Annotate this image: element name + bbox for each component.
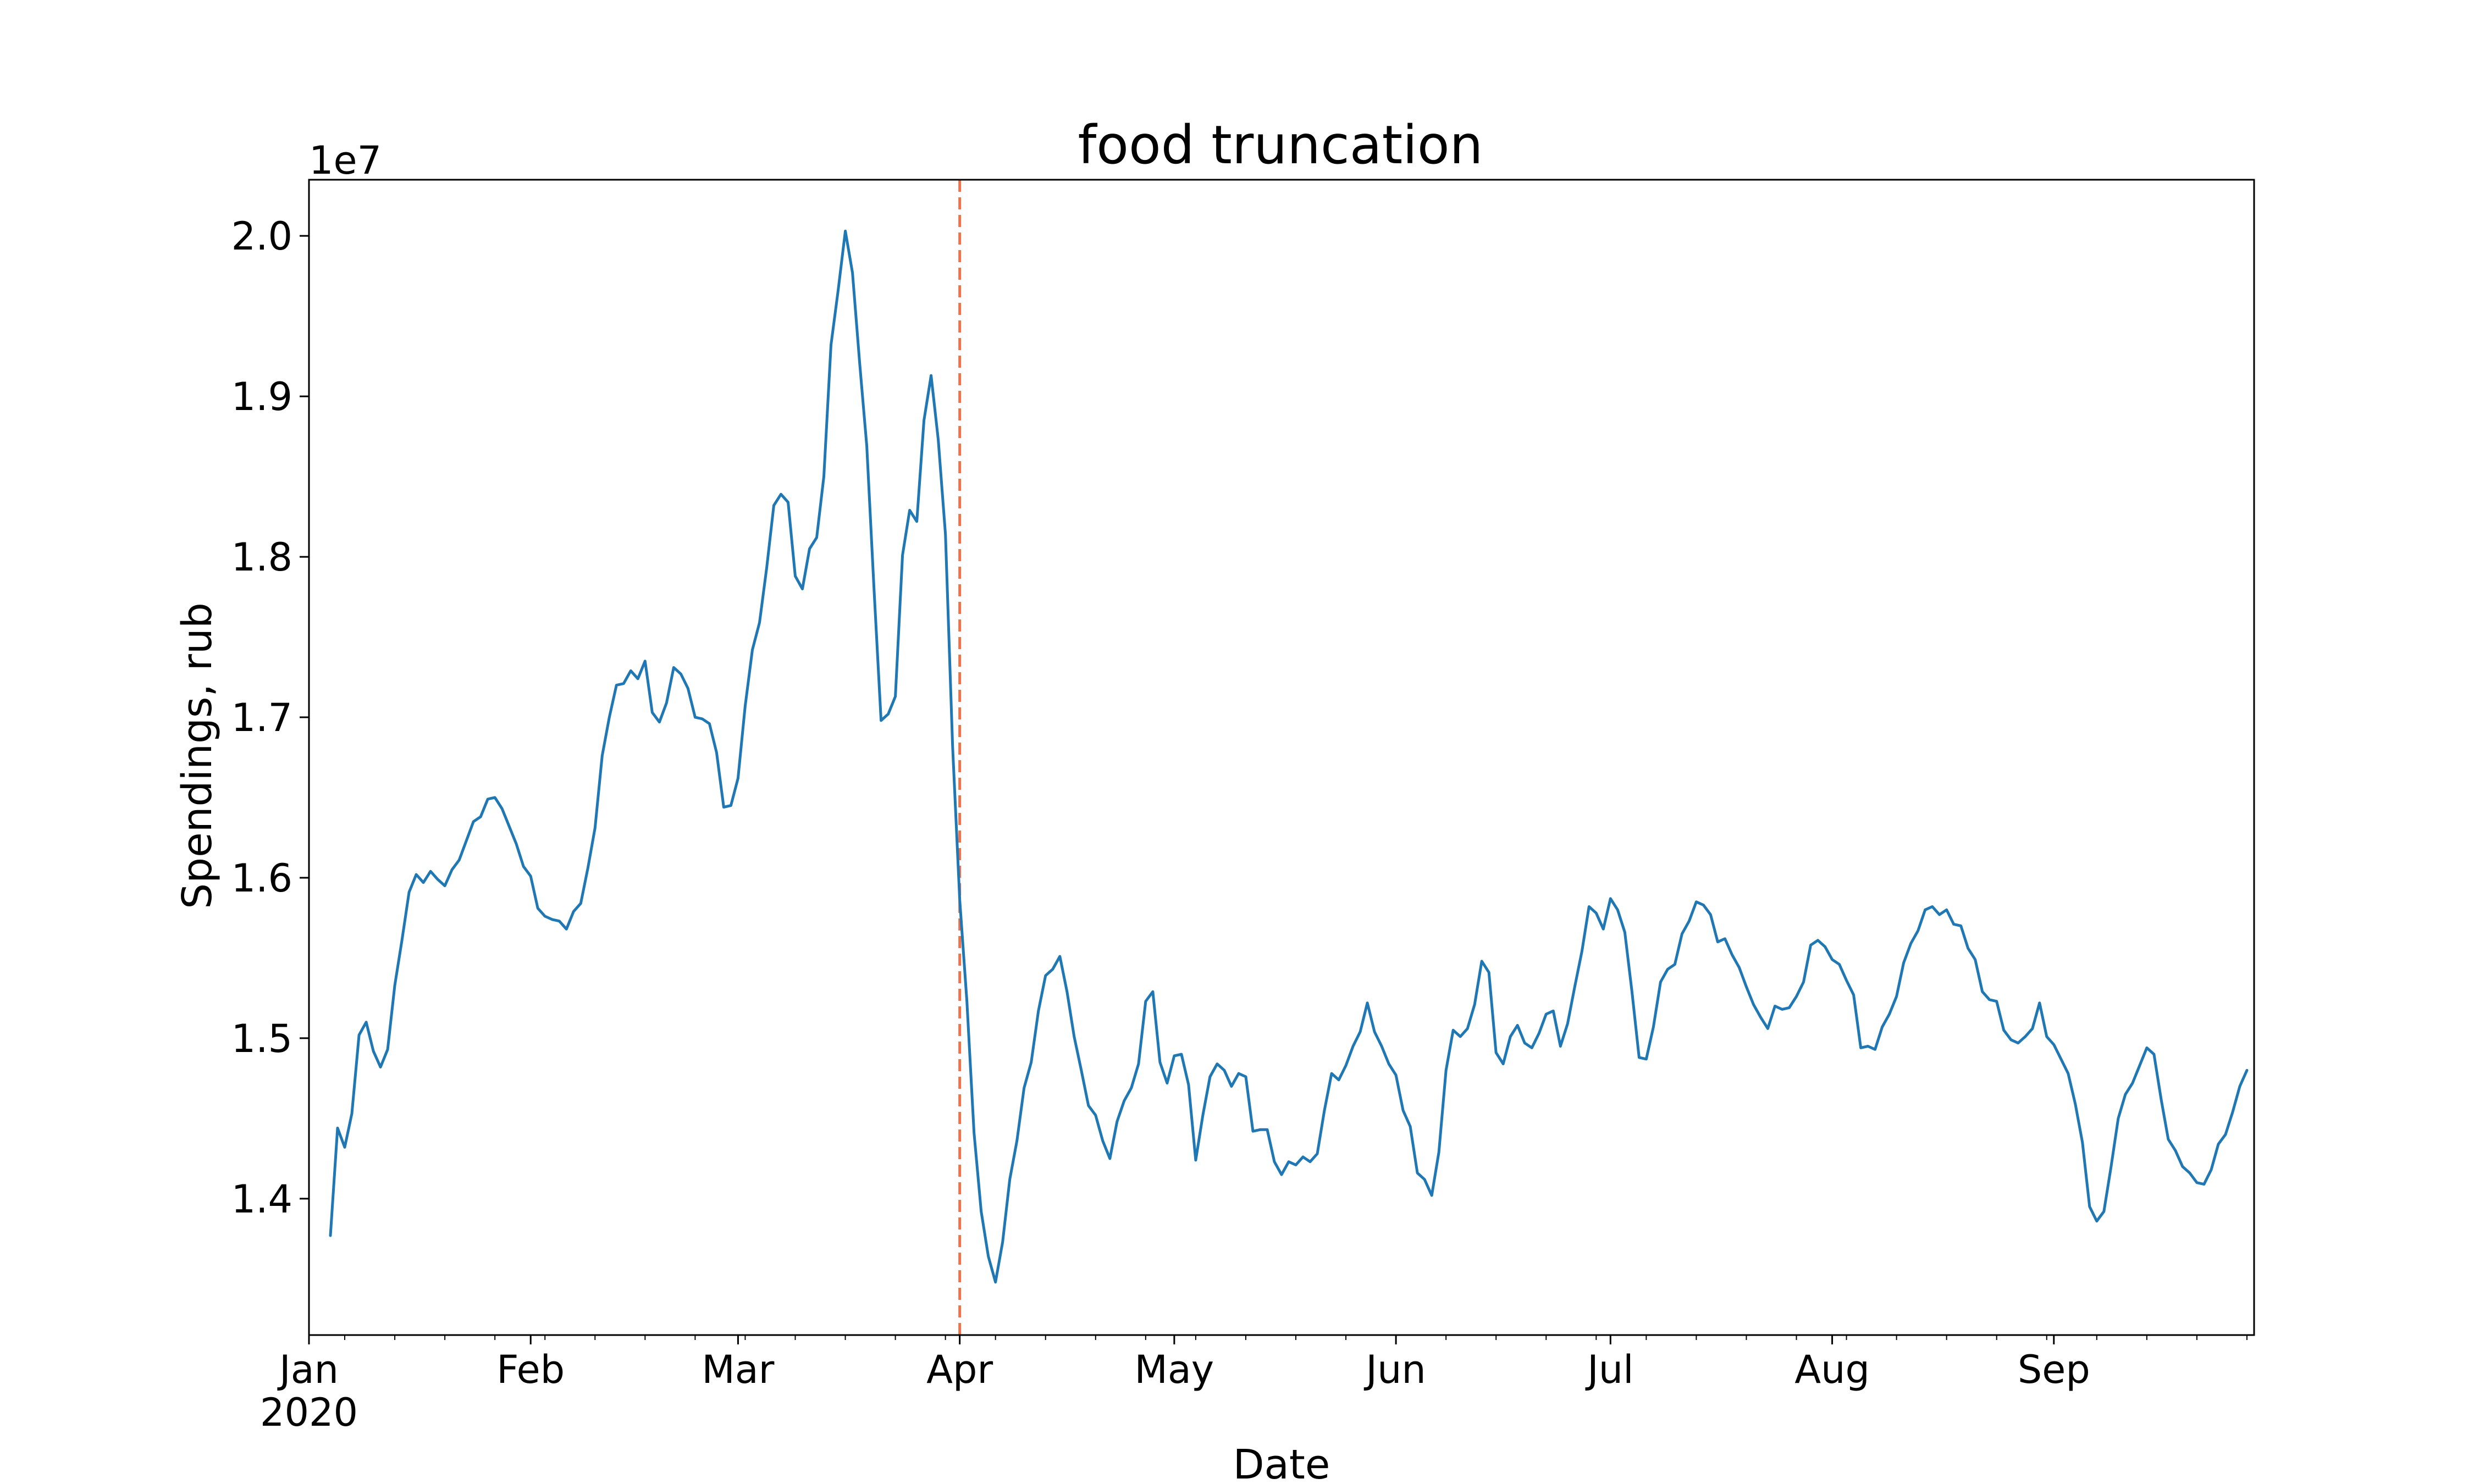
x-tick-label: Feb: [496, 1347, 565, 1392]
x-tick-label: Jan: [277, 1347, 339, 1392]
series-line: [329, 229, 2249, 1284]
y-tick-label: 1.5: [231, 1016, 292, 1061]
x-axis-label: Date: [1233, 1441, 1330, 1484]
x-tick-label: Mar: [702, 1347, 774, 1392]
y-axis-label: Spendings, rub: [174, 602, 221, 909]
x-tick-label: May: [1135, 1347, 1214, 1392]
y-tick-label: 1.6: [231, 856, 292, 901]
chart-title: food truncation: [1078, 114, 1483, 176]
y-tick-label: 1.7: [231, 695, 292, 740]
x-tick-label: Jul: [1585, 1347, 1633, 1392]
y-axis-ticks: 1.4 1.5 1.6 1.7 1.8 1.9 2.0: [231, 214, 309, 1222]
y-tick-label: 1.9: [231, 374, 292, 419]
plot-frame: [308, 179, 2255, 1336]
x-tick-label: Aug: [1794, 1347, 1870, 1392]
y-tick-label: 2.0: [231, 214, 292, 259]
y-offset-text: 1e7: [309, 138, 382, 183]
y-tick-label: 1.8: [231, 535, 292, 580]
x-tick-sublabel: 2020: [260, 1390, 358, 1435]
y-tick-label: 1.4: [231, 1177, 292, 1222]
series-lines: [329, 229, 2249, 1284]
x-tick-label: Jun: [1363, 1347, 1426, 1392]
x-tick-label: Apr: [926, 1347, 993, 1392]
x-tick-label: Sep: [2018, 1347, 2090, 1392]
